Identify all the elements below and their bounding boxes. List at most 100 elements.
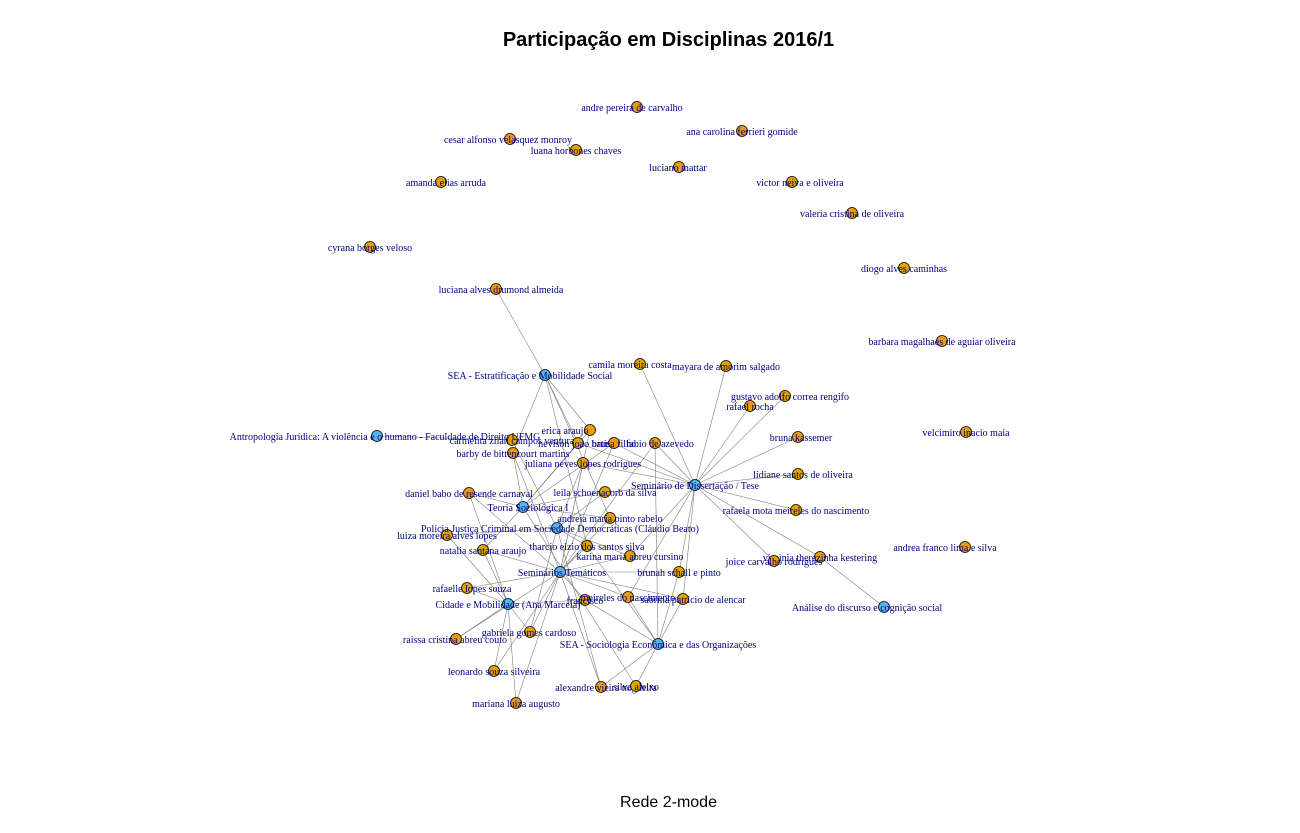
- course-node: Seminários Temáticos: [518, 566, 606, 579]
- person-node: carmelita zilah campos ventura: [450, 434, 575, 447]
- person-node-label: joice carvalho rodrigues: [725, 557, 823, 568]
- person-node-label: valeria cristina de oliveira: [800, 209, 905, 220]
- network-edge: [577, 442, 696, 486]
- person-node-marker: [599, 486, 611, 498]
- person-node: andrea franco lima e silva: [893, 541, 997, 554]
- network-edge: [522, 491, 606, 508]
- network-edge: [694, 405, 751, 486]
- network-edge: [559, 571, 602, 688]
- person-node-label: francisco: [567, 596, 604, 607]
- person-node-marker: [624, 550, 636, 562]
- network-edge: [446, 534, 509, 605]
- person-node-marker: [504, 133, 516, 145]
- person-node-marker: [790, 504, 802, 516]
- person-node-label: cyrana borges veloso: [328, 243, 412, 254]
- person-node: tharcio elzio dos santos silva: [530, 540, 645, 553]
- person-node-marker: [622, 591, 634, 603]
- person-node-marker: [506, 434, 518, 446]
- person-node-marker: [846, 207, 858, 219]
- person-node-label: velcimiro inacio maia: [922, 428, 1010, 439]
- person-node-marker: [959, 541, 971, 553]
- person-node: sabrina patricio de alencar: [640, 593, 746, 606]
- person-node: fabio de azevedo: [626, 437, 694, 450]
- person-node-marker: [364, 241, 376, 253]
- person-node-label: nevison joao batista: [538, 439, 618, 450]
- person-node: juliana neves lopes rodrigues: [524, 457, 641, 470]
- network-edge: [482, 506, 524, 551]
- chart-title: Participação em Disciplinas 2016/1: [502, 29, 835, 51]
- person-node-label: karina maria abreu cursino: [577, 552, 684, 563]
- course-node: Análise do discurso e cognição social: [792, 601, 942, 614]
- person-node-label: diogo alves caminhas: [861, 264, 947, 275]
- person-node-label: luciana alves drumond almeida: [439, 285, 564, 296]
- person-node: amanda elias arruda: [406, 176, 487, 189]
- person-node: valeria cristina de oliveira: [800, 207, 905, 220]
- person-node: cesar alfonso velasquez monroy: [444, 133, 572, 146]
- network-edge: [556, 527, 602, 688]
- person-node-marker: [898, 262, 910, 274]
- course-node: SEA - Sociologia Econômica e das Organiz…: [560, 638, 757, 651]
- person-node-marker: [477, 544, 489, 556]
- person-node: natalia santana araujo: [440, 544, 526, 557]
- network-edge: [559, 442, 656, 573]
- network-edge: [613, 442, 696, 486]
- network-edge: [376, 435, 513, 441]
- course-node: Cidade e Mobilidade (Ana Marcela): [436, 598, 581, 611]
- course-node-marker: [517, 501, 529, 513]
- person-node: luciana alves drumond almeida: [439, 283, 564, 296]
- person-node-label: ana carolina ferrieri gomide: [686, 127, 798, 138]
- network-edge: [582, 462, 696, 486]
- course-node-label: Cidade e Mobilidade (Ana Marcela): [436, 600, 581, 611]
- person-node-marker: [441, 529, 453, 541]
- person-node-label: bruna kassemer: [770, 433, 833, 444]
- network-edge: [639, 363, 696, 486]
- course-node-label: Polícia Justiça Criminal em Sociedade De…: [421, 524, 699, 535]
- person-node-marker: [673, 566, 685, 578]
- person-node: rafael rocha: [726, 400, 774, 413]
- person-node-marker: [507, 447, 519, 459]
- person-node-label: virginia therezinha kestering: [763, 553, 877, 564]
- network-edge: [482, 549, 561, 573]
- person-node-marker: [490, 283, 502, 295]
- network-edge: [819, 556, 885, 608]
- network-edge: [466, 587, 509, 605]
- course-node-marker: [652, 638, 664, 650]
- course-node-marker: [878, 601, 890, 613]
- network-edge: [654, 442, 696, 486]
- person-node-label: luciano mattar: [649, 163, 707, 174]
- person-node-label: mayara de amorim salgado: [672, 362, 780, 373]
- person-node: rafaelle lopes souza: [433, 582, 512, 595]
- person-node-marker: [744, 400, 756, 412]
- person-node-label: victor neiva e oliveira: [756, 178, 844, 189]
- network-edge: [544, 374, 579, 444]
- person-node-marker: [584, 424, 596, 436]
- network-edge: [627, 484, 696, 598]
- network-edge: [511, 439, 558, 529]
- person-node: virginia therezinha kestering: [763, 551, 877, 564]
- person-node-marker: [595, 681, 607, 693]
- person-node: barby de bittencourt martins: [456, 447, 570, 460]
- network-edge: [694, 484, 821, 558]
- person-node-label: barby de bittencourt martins: [456, 449, 569, 460]
- person-node-label: silva aleixo: [613, 682, 659, 693]
- network-edge: [694, 395, 786, 486]
- person-node-marker: [604, 512, 616, 524]
- person-node: bruna filho: [592, 437, 636, 450]
- person-node: gabriela gomes cardoso: [482, 626, 576, 639]
- person-node-label: fabio de azevedo: [626, 439, 694, 450]
- person-node: victor neiva e oliveira: [756, 176, 844, 189]
- course-node-label: Antropologia Jurídica: A violência e o h…: [230, 432, 541, 443]
- person-node-marker: [768, 555, 780, 567]
- person-node-marker: [435, 176, 447, 188]
- course-node-label: SEA - Sociologia Econômica e das Organiz…: [560, 640, 757, 651]
- person-node-label: gabriela gomes cardoso: [482, 628, 576, 639]
- course-node-marker: [502, 598, 514, 610]
- person-node-marker: [581, 540, 593, 552]
- person-node: meireles do nascimento: [581, 591, 675, 604]
- person-node: raissa cristina abreu couto: [403, 633, 507, 646]
- network-edge: [507, 603, 517, 704]
- course-node-marker: [539, 369, 551, 381]
- network-edge: [600, 643, 659, 688]
- person-node-marker: [936, 335, 948, 347]
- person-node: leonardo souza silveira: [448, 665, 541, 678]
